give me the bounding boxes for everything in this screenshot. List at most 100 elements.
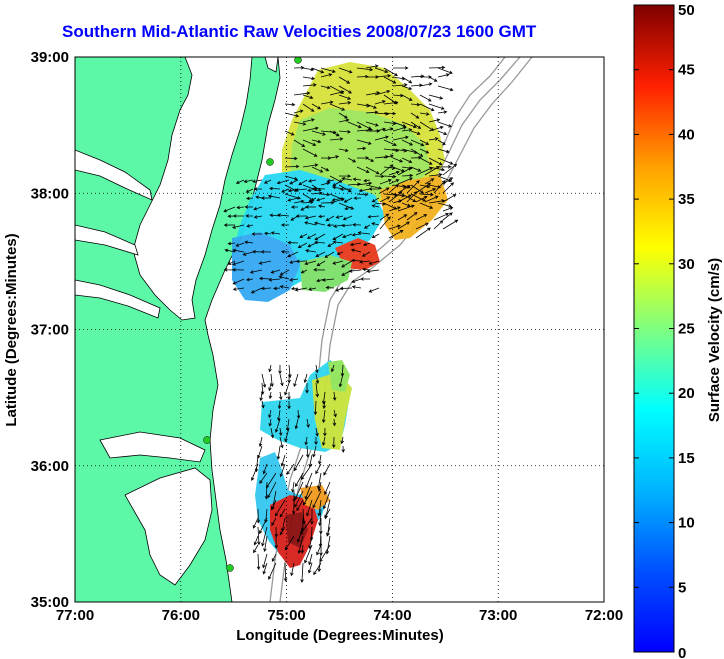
velocity-vector (324, 251, 335, 258)
velocity-vector (332, 233, 344, 241)
x-tick-label: 76:00 (162, 607, 200, 624)
velocity-vector (287, 251, 299, 258)
velocity-vector (374, 74, 392, 78)
velocity-vector (428, 65, 446, 70)
velocity-vector (401, 85, 413, 91)
velocity-vector (304, 544, 313, 564)
velocity-vector (258, 276, 272, 281)
velocity-vector (302, 76, 316, 81)
velocity-vector (227, 260, 236, 265)
velocity-vector (433, 220, 444, 230)
velocity-vector (268, 364, 272, 373)
velocity-vector (253, 206, 263, 211)
velocity-vector (315, 382, 320, 398)
velocity-vector (333, 409, 337, 418)
velocity-vector (316, 197, 326, 202)
velocity-vector (410, 102, 421, 107)
velocity-vector (294, 188, 308, 192)
velocity-vector (388, 170, 400, 176)
velocity-vector (437, 121, 452, 128)
velocity-vector (437, 110, 448, 114)
velocity-vector (279, 285, 290, 289)
velocity-vector (311, 191, 323, 195)
velocity-vector (329, 155, 340, 159)
velocity-vector (250, 463, 259, 482)
velocity-vector (246, 224, 254, 228)
velocity-vector (437, 85, 454, 92)
velocity-vector (318, 214, 326, 219)
velocity-vector (322, 490, 331, 510)
velocity-vector (314, 221, 326, 226)
velocity-patch-south-orange (300, 485, 330, 510)
velocity-vector (308, 197, 317, 203)
velocity-vector (320, 85, 331, 90)
velocity-vector (293, 121, 307, 126)
velocity-vector (323, 463, 331, 476)
velocity-vector (341, 223, 353, 228)
velocity-vector (406, 212, 418, 221)
velocity-vector (340, 436, 344, 445)
velocity-vector (260, 286, 272, 291)
velocity-vector (437, 73, 450, 78)
velocity-vector (305, 249, 317, 253)
velocity-vector (352, 222, 362, 227)
velocity-vector (290, 205, 299, 209)
velocity-vector (284, 102, 296, 107)
velocity-vector (365, 103, 377, 109)
velocity-vector (320, 166, 330, 172)
velocity-vector (324, 508, 331, 519)
velocity-vector (341, 260, 353, 268)
velocity-vector (302, 200, 314, 205)
velocity-vector (363, 178, 371, 183)
velocity-vector (308, 287, 317, 291)
velocity-vector (271, 517, 277, 526)
velocity-vector (308, 553, 313, 566)
velocity-vector (347, 121, 362, 129)
velocity-vector (349, 242, 362, 247)
velocity-vector (305, 382, 309, 394)
velocity-vector (335, 215, 344, 219)
radar-stations (203, 57, 302, 572)
velocity-vector (388, 230, 404, 239)
radar-station-marker (203, 436, 211, 444)
velocity-vector (278, 275, 290, 280)
velocity-vector (224, 248, 236, 253)
velocity-vector (284, 112, 300, 118)
velocity-vector (283, 562, 288, 582)
velocity-vector (365, 184, 383, 190)
velocity-vector (428, 94, 444, 100)
velocity-vector (365, 64, 379, 69)
velocity-vector (263, 179, 272, 184)
velocity-vector (331, 436, 336, 449)
velocity-vector (232, 248, 245, 253)
velocity-vector (268, 382, 272, 392)
velocity-vector (341, 176, 353, 181)
velocity-vector (244, 205, 254, 209)
velocity-vector (317, 499, 322, 517)
velocity-vector (302, 118, 315, 123)
map-frame (74, 56, 605, 603)
velocity-vector (322, 400, 326, 410)
velocity-vector (223, 223, 236, 227)
velocity-vector (320, 181, 331, 186)
velocity-vector (415, 222, 429, 230)
velocity-vector (260, 196, 272, 200)
velocity-vector (342, 233, 353, 239)
velocity-vector (342, 215, 353, 221)
velocity-vector (277, 213, 290, 217)
velocity-vector (338, 202, 355, 210)
velocity-vector (277, 400, 282, 410)
velocity-vector (371, 204, 380, 208)
velocity-vector (353, 196, 362, 200)
velocity-vector (308, 535, 313, 550)
velocity-vector (280, 223, 290, 227)
velocity-vector (262, 553, 268, 569)
velocity-vector (326, 223, 335, 227)
velocity-vector (287, 373, 291, 384)
velocity-vector (357, 231, 371, 235)
albemarle-sound (99, 431, 206, 463)
velocity-vector (311, 166, 324, 173)
velocity-vector (307, 562, 313, 574)
velocity-vector (397, 194, 412, 203)
